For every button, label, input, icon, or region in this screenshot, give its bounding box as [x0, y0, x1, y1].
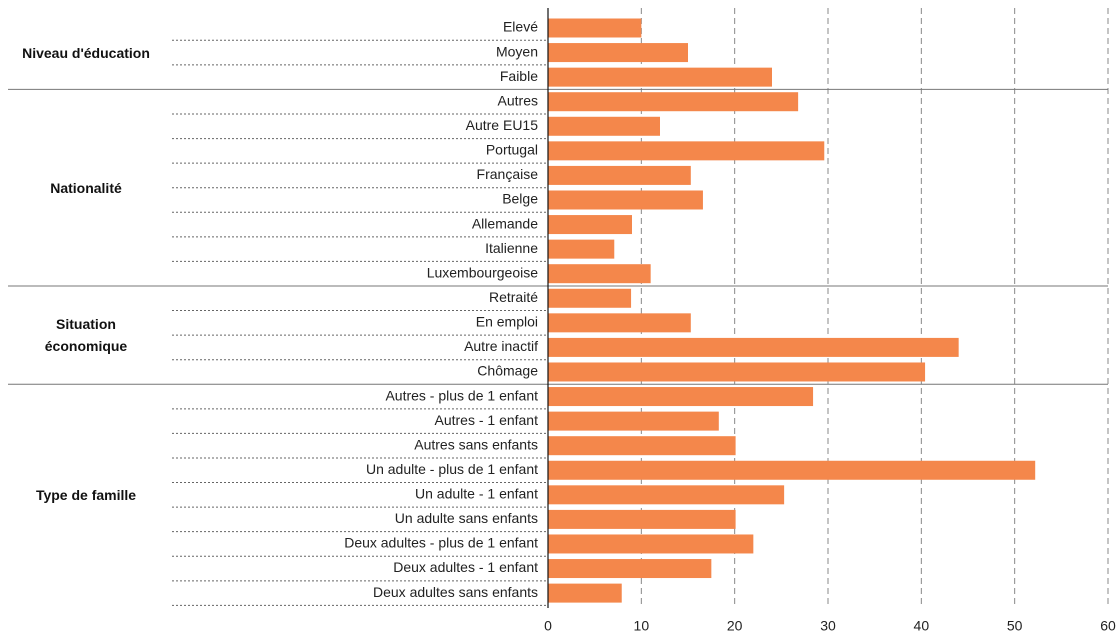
- y-tick-label: Chômage: [477, 363, 538, 379]
- bar: [548, 387, 814, 407]
- x-tick-label: 20: [727, 618, 743, 634]
- bar: [548, 583, 622, 603]
- bar: [548, 288, 632, 308]
- y-tick-label: Autre EU15: [466, 117, 539, 133]
- y-tick-label: Italienne: [485, 240, 538, 256]
- bar: [548, 313, 691, 333]
- y-tick-label: Autre inactif: [464, 338, 538, 354]
- x-tick-label: 10: [634, 618, 650, 634]
- bar: [548, 559, 712, 579]
- y-tick-label: Un adulte - plus de 1 enfant: [366, 461, 538, 477]
- group-label: Niveau d'éducation: [22, 44, 150, 61]
- y-tick-label: Un adulte sans enfants: [395, 510, 538, 526]
- y-tick-label: Belge: [502, 191, 538, 207]
- bar: [548, 18, 642, 38]
- y-tick-label: Retraité: [489, 289, 538, 305]
- y-tick-label: Moyen: [496, 43, 538, 59]
- bar: [548, 215, 632, 235]
- bar: [548, 190, 703, 210]
- bar: [548, 411, 719, 431]
- bar: [548, 436, 736, 456]
- y-tick-label: Autres: [498, 92, 538, 108]
- y-tick-label: En emploi: [476, 314, 538, 330]
- bar: [548, 92, 799, 112]
- bar: [548, 362, 926, 382]
- x-tick-label: 50: [1007, 618, 1023, 634]
- bar: [548, 509, 736, 529]
- bar: [548, 337, 959, 357]
- bar: [548, 534, 754, 554]
- bar: [548, 141, 825, 161]
- y-tick-label: Allemande: [472, 215, 538, 231]
- bar: [548, 264, 651, 284]
- bar: [548, 239, 615, 259]
- group-label: Situation économique: [44, 316, 128, 355]
- y-tick-label: Portugal: [486, 142, 538, 158]
- group-label: Type de famille: [35, 486, 137, 503]
- y-tick-label: Deux adultes - plus de 1 enfant: [344, 535, 538, 551]
- y-tick-label: Autres - plus de 1 enfant: [385, 387, 538, 403]
- y-tick-label: Autres - 1 enfant: [434, 412, 538, 428]
- bar: [548, 67, 772, 87]
- x-tick-label: 0: [544, 618, 552, 634]
- y-tick-label: Luxembourgeoise: [427, 264, 539, 280]
- bar: [548, 43, 688, 63]
- bar: [548, 165, 691, 185]
- x-tick-label: 60: [1100, 618, 1116, 634]
- y-tick-label: Autres sans enfants: [414, 436, 538, 452]
- group-label: Nationalité: [50, 179, 122, 196]
- x-tick-label: 40: [914, 618, 930, 634]
- y-tick-label: Deux adultes - 1 enfant: [393, 559, 538, 575]
- y-tick-label: Elevé: [503, 19, 538, 35]
- x-tick-label: 30: [820, 618, 836, 634]
- bar: [548, 460, 1036, 480]
- bar: [548, 485, 785, 505]
- bar: [548, 116, 660, 136]
- y-tick-label: Française: [477, 166, 539, 182]
- y-tick-label: Un adulte - 1 enfant: [415, 486, 538, 502]
- y-tick-label: Faible: [500, 68, 538, 84]
- y-tick-label: Deux adultes sans enfants: [373, 584, 538, 600]
